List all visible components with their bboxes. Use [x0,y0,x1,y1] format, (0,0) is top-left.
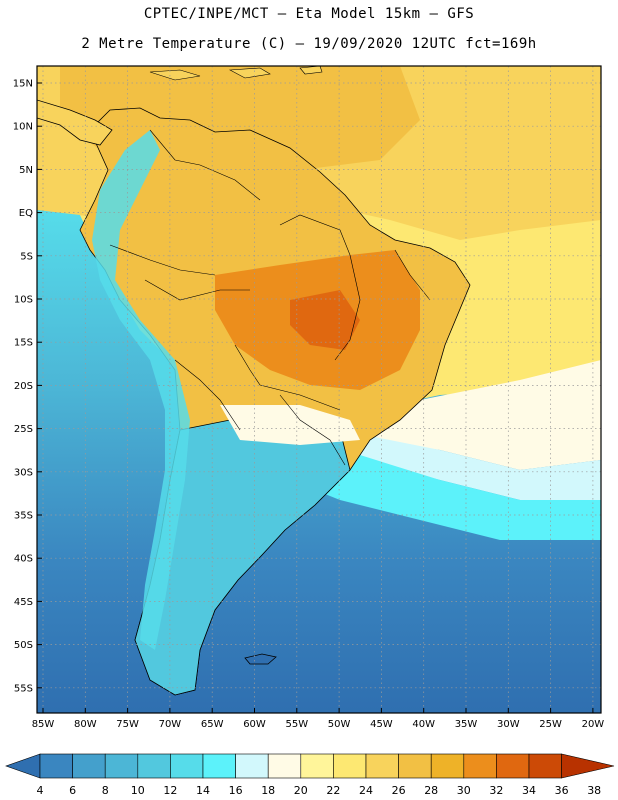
colorbar-left-arrow [5,753,41,779]
country-borders [109,129,431,466]
lon-label: 55W [285,719,308,730]
colorbar-label: 6 [69,784,76,797]
pampas-band [220,405,360,445]
lat-label: 5N [19,165,33,176]
lon-label: 45W [370,719,393,730]
colorbar-label: 18 [261,784,275,797]
colorbar-label: 36 [555,784,569,797]
colorbar-label: 32 [489,784,503,797]
colorbar-label: 8 [102,784,109,797]
colorbar-label: 24 [359,784,373,797]
lon-label: 85W [32,719,55,730]
colorbar-label: 22 [326,784,340,797]
lon-label: 25W [539,719,562,730]
colorbar-right-arrow [561,753,615,779]
lat-label: 20S [14,381,33,392]
falkland-islands [244,653,277,665]
title-line-2: 2 Metre Temperature (C) – 19/09/2020 12U… [81,36,537,52]
colorbar-label: 4 [37,784,44,797]
colorbar-swatch [170,753,204,779]
lon-label: 50W [328,719,351,730]
field-band-18 [340,430,601,500]
longitude-axis: 85W 80W 75W 70W 65W 60W 55W 50W 45W 40W 35W 30W 25W 2… [32,708,605,730]
lon-label: 20W [582,719,605,730]
lat-label: 15N [13,79,33,90]
lat-label: 30S [14,467,33,478]
lon-label: 40W [412,719,435,730]
lat-label: 45S [14,597,33,608]
hottest-core [290,290,360,350]
colorbar-swatch [72,753,106,779]
lon-label: 65W [201,719,224,730]
colorbar: 4 6 8 10 12 14 16 18 20 22 24 26 28 30 32 34 36 38 [5,753,615,797]
colorbar-swatch [398,753,432,779]
map-frame [36,65,602,714]
lat-label: 15S [14,338,33,349]
lat-label: 50S [14,640,33,651]
colorbar-label: 34 [522,784,536,797]
lon-label: 30W [497,719,520,730]
lon-label: 75W [116,719,139,730]
colorbar-label: 10 [131,784,145,797]
lat-label: 5S [20,251,33,262]
colorbar-swatch [235,753,269,779]
colorbar-swatch [137,753,171,779]
colorbar-label: 14 [196,784,210,797]
andes-strip [92,130,190,650]
colorbar-label: 16 [229,784,243,797]
lat-label: 10S [14,295,33,306]
colorbar-swatch [496,753,530,779]
colorbar-swatch [463,753,497,779]
colorbar-label: 26 [392,784,406,797]
lon-label: 60W [243,719,266,730]
colorbar-swatch [202,753,236,779]
latitude-axis: 15N 10N 5N EQ 5S 10S 15S 20S 25S 30S 35S 40S 45S 50S 5… [13,79,42,694]
colorbar-swatch [528,753,562,779]
colorbar-label: 30 [457,784,471,797]
caribbean-islands [149,66,323,81]
colorbar-swatch [300,753,334,779]
title-line-1: CPTEC/INPE/MCT – Eta Model 15km – GFS [143,6,475,22]
lat-label: 25S [14,424,33,435]
colorbar-swatch [39,753,73,779]
lat-label: 35S [14,511,33,522]
map-field [37,66,601,713]
colorbar-label: 38 [587,784,601,797]
central-america-land [37,99,113,146]
lat-label: EQ [19,208,33,219]
colorbar-swatch [104,753,139,779]
colorbar-label: 28 [424,784,438,797]
lon-label: 80W [74,719,97,730]
lat-label: 55S [14,683,33,694]
field-band-16 [280,440,601,540]
colorbar-swatch [430,753,465,779]
lat-label: 10N [13,122,33,133]
colorbar-swatch [267,753,302,779]
lon-label: 70W [159,719,182,730]
colorbar-swatch [333,753,367,779]
colorbar-label: 20 [294,784,308,797]
colorbar-label: 12 [163,784,177,797]
colorbar-swatch [365,753,399,779]
lon-label: 35W [455,719,478,730]
lat-label: 40S [14,554,33,565]
